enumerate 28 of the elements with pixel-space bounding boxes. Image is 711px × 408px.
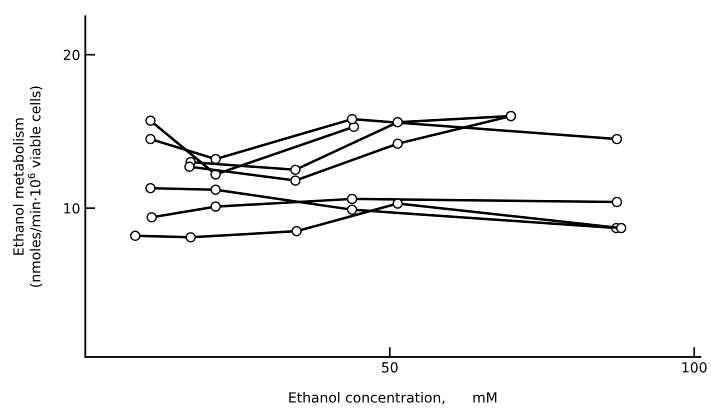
point [612,196,622,208]
point [145,115,156,126]
point [145,134,156,144]
point [392,117,403,128]
point [291,226,302,236]
point [346,204,358,215]
x-axis-title: Ethanol concentration, mM [289,392,496,404]
y-tick-label: 10 [64,203,80,214]
point [616,222,626,234]
point [290,175,301,186]
point [185,232,196,243]
x-tick-label: 50 [382,362,398,373]
point [210,154,221,164]
point [184,162,195,172]
y-axis-title: Ethanol metabolism (nmoles/min·10$^{6}$ viable cells) [12,86,42,287]
point [290,164,301,175]
x-tick-label: 100 [682,362,707,373]
point [392,138,403,149]
point [346,114,358,124]
point [346,194,358,204]
y-tick-label: 20 [64,50,80,60]
point [130,230,140,241]
point [612,134,622,144]
point [145,182,156,194]
point [210,184,221,195]
point [210,201,221,212]
point [146,212,157,223]
point [392,198,403,209]
